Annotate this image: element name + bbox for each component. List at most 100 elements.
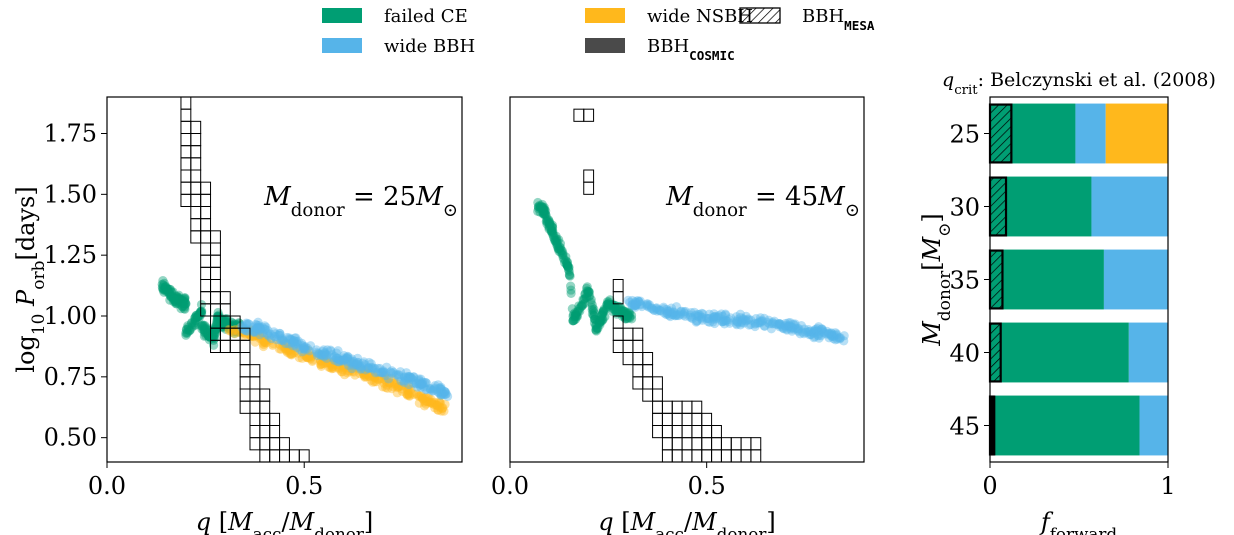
point: [653, 304, 663, 315]
point: [759, 313, 769, 323]
point: [820, 328, 830, 338]
point: [588, 306, 598, 316]
legend-label-bbh-mesa: BBHMESA: [802, 6, 875, 33]
point: [345, 357, 356, 368]
cosmic-cell: [200, 254, 212, 268]
point: [394, 370, 404, 380]
point: [286, 350, 297, 360]
cosmic-cell: [642, 388, 654, 402]
point: [280, 344, 290, 354]
point: [190, 316, 200, 326]
point: [188, 319, 198, 329]
point: [426, 397, 437, 407]
point: [396, 376, 406, 386]
point: [189, 320, 200, 330]
cosmic-cell: [691, 400, 703, 414]
point: [351, 359, 361, 369]
point: [755, 313, 766, 323]
cosmic-cell: [711, 449, 722, 462]
point: [370, 373, 380, 383]
point: [183, 321, 193, 331]
cosmic-cell: [652, 376, 663, 390]
point: [577, 301, 587, 311]
cosmic-cell: [612, 339, 624, 354]
series-wide-nsbh: [224, 323, 450, 416]
bar-segment-wide-bbh: [1103, 249, 1168, 310]
point: [809, 331, 820, 342]
plot-area: [533, 108, 849, 462]
cosmic-cell: [632, 339, 644, 354]
point: [693, 309, 703, 319]
point: [404, 384, 414, 395]
cosmic-cell: [583, 181, 595, 195]
cosmic-cell: [180, 193, 192, 207]
point: [429, 384, 440, 394]
point: [731, 318, 742, 329]
point: [721, 316, 731, 326]
point: [584, 287, 594, 297]
point: [168, 287, 178, 297]
point: [670, 311, 680, 321]
legend-swatch-wide-nsbh: [585, 8, 625, 23]
cosmic-cell: [652, 388, 663, 402]
point: [336, 367, 347, 377]
point: [679, 307, 689, 317]
cosmic-cell: [190, 120, 202, 135]
point: [692, 316, 702, 326]
point: [163, 286, 173, 297]
bar-segment-failed-ce: [990, 249, 1104, 310]
point: [587, 305, 597, 315]
point: [616, 306, 626, 316]
cosmic-cell: [219, 291, 231, 305]
point: [209, 328, 220, 338]
point: [597, 315, 608, 325]
point: [224, 324, 234, 335]
point: [541, 209, 551, 219]
point: [394, 372, 404, 382]
point: [672, 310, 682, 321]
point: [322, 345, 332, 355]
point: [714, 310, 724, 321]
point: [186, 318, 197, 329]
point: [591, 323, 602, 333]
point: [566, 288, 576, 299]
point: [258, 338, 268, 348]
cosmic-cell: [180, 181, 192, 195]
point: [428, 385, 438, 396]
point: [611, 306, 621, 316]
point: [652, 306, 662, 316]
y-tick-label: 40: [949, 340, 980, 368]
point: [551, 231, 561, 241]
point: [311, 345, 321, 355]
cosmic-cell: [681, 400, 693, 414]
cosmic-cell: [298, 449, 310, 462]
point: [252, 330, 262, 341]
point: [610, 306, 620, 316]
point: [577, 301, 587, 311]
point: [355, 364, 366, 374]
cosmic-cell: [269, 425, 281, 439]
point: [612, 307, 622, 317]
point: [547, 226, 557, 236]
legend-label-wide-nsbh: wide NSBH: [647, 6, 753, 27]
bar-segment-wide-bbh: [1139, 395, 1168, 456]
cosmic-cell: [239, 339, 251, 354]
point: [321, 358, 331, 368]
cosmic-cell: [259, 400, 271, 414]
point: [579, 295, 589, 305]
point: [402, 390, 413, 400]
point: [598, 308, 608, 319]
point: [433, 380, 443, 390]
x-axis-label: q [Macc/Mdonor]: [196, 508, 374, 535]
point: [290, 333, 300, 343]
point: [598, 306, 609, 316]
cosmic-cell: [632, 352, 644, 366]
point: [230, 329, 240, 339]
point: [204, 328, 214, 338]
point: [403, 372, 413, 382]
point: [693, 311, 704, 322]
point: [315, 356, 326, 366]
cosmic-cell: [239, 400, 251, 414]
bar-mesa-hatch: [988, 322, 1002, 383]
point: [652, 303, 662, 313]
